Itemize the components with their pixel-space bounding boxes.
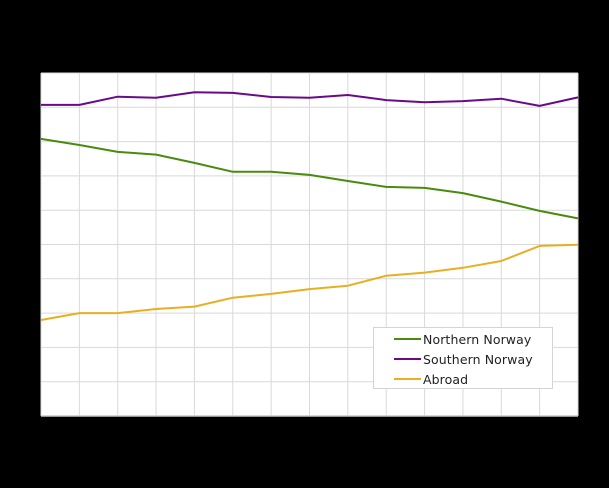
- series-line-northern-norway: [40, 137, 579, 220]
- series-line-southern-norway: [41, 91, 579, 107]
- series-line-abroad: [40, 243, 579, 321]
- series-lines: [40, 91, 579, 321]
- legend-item-southern-norway: Southern Norway: [394, 349, 533, 369]
- legend-item-abroad: Abroad: [394, 369, 468, 389]
- legend: Northern Norway Southern Norway Abroad: [373, 327, 553, 389]
- legend-label: Northern Norway: [423, 331, 532, 347]
- legend-label: Abroad: [423, 371, 469, 387]
- legend-item-northern-norway: Northern Norway: [394, 329, 531, 349]
- legend-swatch-yellow: [394, 378, 421, 380]
- legend-swatch-green: [394, 338, 421, 340]
- legend-swatch-purple: [394, 358, 421, 360]
- legend-label: Southern Norway: [423, 351, 533, 367]
